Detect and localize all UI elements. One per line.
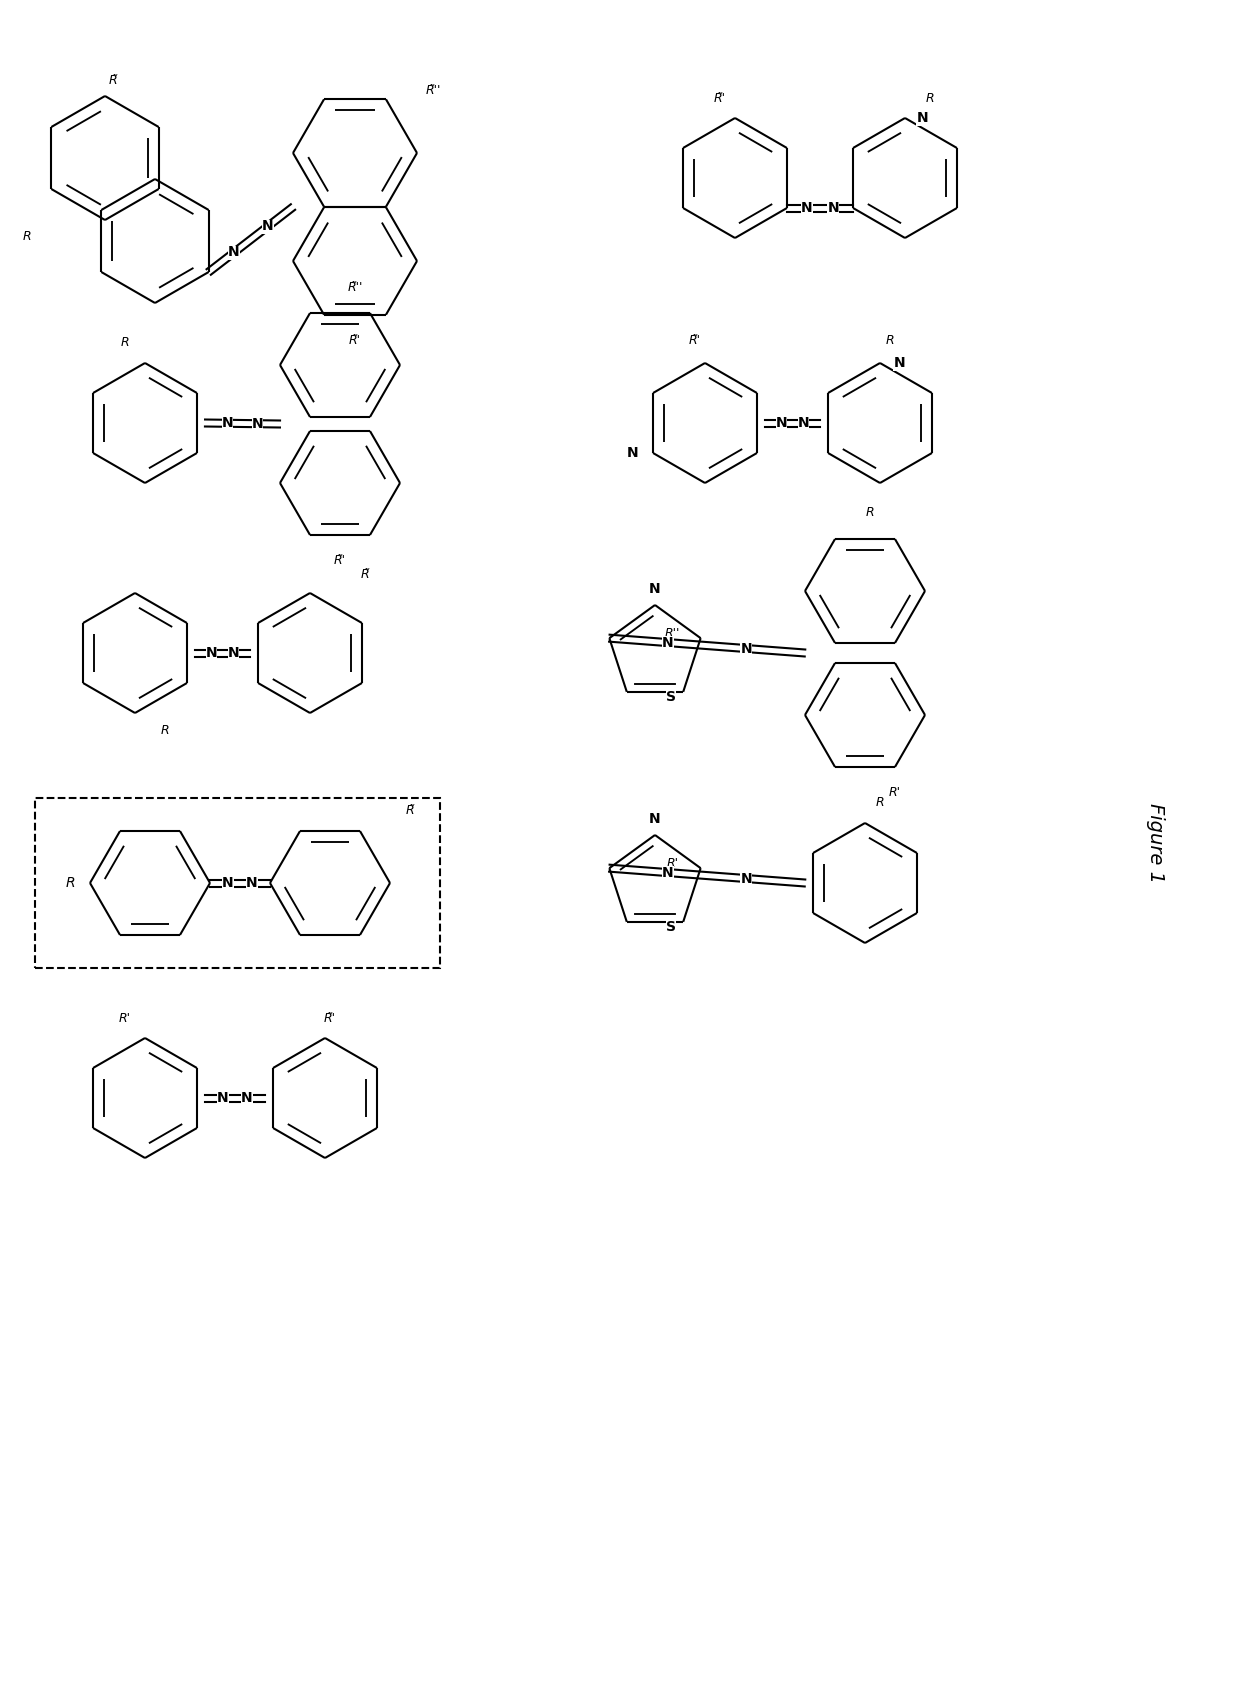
Text: N: N — [206, 647, 217, 660]
Text: R: R — [885, 335, 894, 347]
Text: N: N — [797, 416, 810, 430]
Text: R: R — [66, 875, 74, 891]
Text: N: N — [662, 635, 673, 650]
Text: R̃: R̃ — [361, 569, 370, 581]
Text: R̃': R̃' — [334, 555, 346, 567]
Text: R̃': R̃' — [714, 91, 725, 105]
Text: R: R — [120, 337, 129, 349]
Text: N: N — [242, 1090, 253, 1106]
Text: N: N — [252, 416, 263, 430]
Text: R: R — [22, 230, 31, 242]
Text: N: N — [894, 356, 905, 371]
Text: N: N — [262, 220, 274, 234]
Text: N: N — [740, 872, 753, 885]
Text: R: R — [875, 796, 884, 809]
Text: R': R' — [889, 787, 901, 799]
Text: R̃': R̃' — [348, 335, 361, 347]
Text: N: N — [740, 642, 753, 655]
Text: R: R — [926, 91, 934, 105]
Text: R: R — [866, 506, 874, 520]
Text: R̃'': R̃'' — [347, 281, 362, 293]
Text: N: N — [217, 1090, 229, 1106]
Text: R̃: R̃ — [109, 73, 118, 86]
Text: R̃': R̃' — [689, 335, 701, 347]
Text: N: N — [776, 416, 787, 430]
Text: N: N — [650, 813, 661, 826]
Text: R: R — [161, 725, 170, 738]
Text: N: N — [662, 865, 673, 880]
Text: N: N — [650, 582, 661, 596]
Text: R̃': R̃' — [324, 1011, 336, 1024]
Text: S: S — [666, 689, 676, 704]
Text: N: N — [801, 201, 812, 215]
Text: N: N — [827, 201, 839, 215]
FancyBboxPatch shape — [35, 797, 440, 968]
Text: N: N — [222, 416, 233, 430]
Text: N: N — [627, 445, 639, 460]
Text: Figure 1: Figure 1 — [1146, 802, 1164, 884]
Text: S: S — [666, 919, 676, 935]
Text: N: N — [918, 112, 929, 125]
Text: N: N — [228, 647, 239, 660]
Text: N: N — [247, 875, 258, 891]
Text: R̃: R̃ — [405, 804, 414, 818]
Text: N: N — [228, 245, 239, 259]
Text: R': R' — [667, 857, 678, 870]
Text: R'': R'' — [665, 626, 681, 640]
Text: N: N — [222, 875, 234, 891]
Text: R̃'': R̃'' — [425, 85, 440, 98]
Text: R': R' — [119, 1011, 131, 1024]
